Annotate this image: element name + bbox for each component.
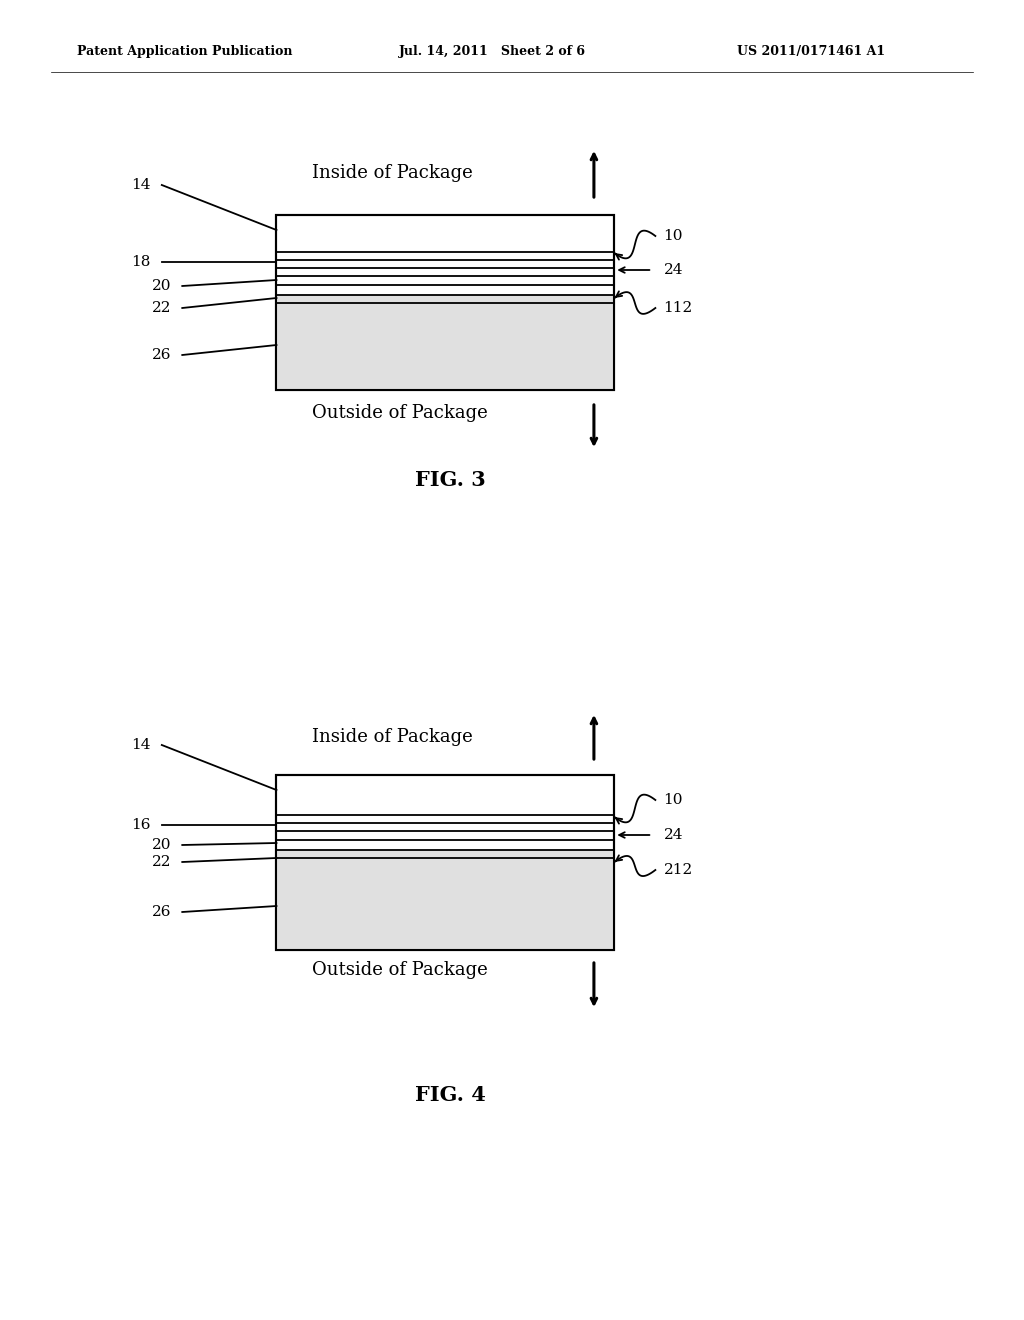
Text: 26: 26 [152, 348, 171, 362]
Text: 22: 22 [152, 301, 171, 315]
Text: 24: 24 [664, 263, 683, 277]
Text: 18: 18 [131, 255, 151, 269]
Bar [276, 775, 614, 950]
Text: FIG. 3: FIG. 3 [415, 470, 486, 490]
Text: 212: 212 [664, 863, 693, 876]
Text: 16: 16 [131, 818, 151, 832]
Text: FIG. 4: FIG. 4 [415, 1085, 486, 1105]
Text: US 2011/0171461 A1: US 2011/0171461 A1 [737, 45, 886, 58]
Text: Inside of Package: Inside of Package [312, 164, 473, 182]
Text: 24: 24 [664, 828, 683, 842]
Text: 112: 112 [664, 301, 693, 315]
Text: Jul. 14, 2011   Sheet 2 of 6: Jul. 14, 2011 Sheet 2 of 6 [399, 45, 587, 58]
Text: Patent Application Publication: Patent Application Publication [77, 45, 292, 58]
Text: 10: 10 [664, 793, 683, 807]
Text: 20: 20 [152, 838, 171, 851]
Text: 14: 14 [131, 738, 151, 752]
Text: 14: 14 [131, 178, 151, 191]
Text: Inside of Package: Inside of Package [312, 729, 473, 746]
Bar [276, 294, 614, 389]
Text: Outside of Package: Outside of Package [312, 961, 488, 979]
Bar [276, 775, 614, 950]
Text: Outside of Package: Outside of Package [312, 404, 488, 422]
Bar [276, 215, 614, 389]
Text: 10: 10 [664, 228, 683, 243]
Text: 22: 22 [152, 855, 171, 869]
Text: 20: 20 [152, 279, 171, 293]
Bar [276, 215, 614, 389]
Text: 26: 26 [152, 906, 171, 919]
Bar [276, 850, 614, 950]
